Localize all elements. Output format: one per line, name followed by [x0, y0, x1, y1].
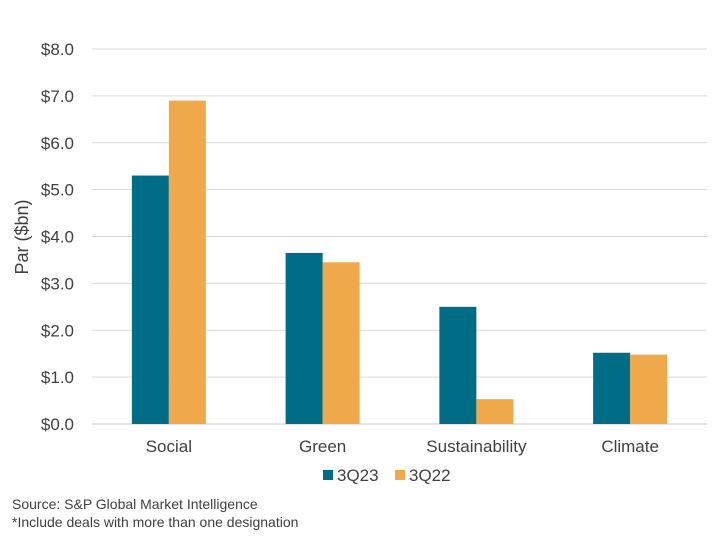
bar-3q22-sustainability [476, 399, 514, 424]
legend-label: 3Q22 [409, 466, 451, 485]
legend-swatch [395, 470, 405, 480]
y-tick-label: $0.0 [41, 415, 74, 434]
y-axis-title: Par ($bn) [12, 199, 32, 274]
y-tick-label: $5.0 [41, 181, 74, 200]
bar-3q23-sustainability [439, 306, 477, 424]
bar-3q22-social [168, 100, 206, 424]
y-tick-label: $6.0 [41, 134, 74, 153]
y-axis-ticks: $0.0 $1.0 $2.0 $3.0 $4.0 $5.0 $6.0 $7.0 $8.0 [41, 40, 74, 434]
footnote: *Include deals with more than one design… [12, 514, 299, 530]
y-tick-label: $2.0 [41, 321, 74, 340]
legend-swatch [323, 470, 333, 480]
y-tick-label: $4.0 [41, 228, 74, 247]
legend-label: 3Q23 [337, 466, 379, 485]
source-note: Source: S&P Global Market Intelligence [12, 496, 258, 512]
x-category-label: Social [146, 437, 192, 456]
bar-3q23-social [131, 175, 169, 424]
chart-notes: Source: S&P Global Market Intelligence *… [12, 495, 298, 531]
x-axis-categories: Social Green Sustainability Climate [146, 437, 659, 456]
y-tick-label: $1.0 [41, 368, 74, 387]
legend: 3Q23 3Q22 [323, 466, 451, 485]
bar-3q23-green [285, 252, 323, 424]
bar-3q23-climate [593, 352, 631, 424]
y-tick-label: $3.0 [41, 274, 74, 293]
x-category-label: Sustainability [426, 437, 527, 456]
y-tick-label: $8.0 [41, 40, 74, 59]
bar-3q22-green [322, 262, 360, 424]
bar-chart: $0.0 $1.0 $2.0 $3.0 $4.0 $5.0 $6.0 $7.0 $8.0 Soc… [12, 40, 707, 485]
bar-3q22-climate [630, 354, 668, 424]
y-tick-label: $7.0 [41, 87, 74, 106]
x-category-label: Climate [601, 437, 659, 456]
bars [131, 100, 668, 424]
x-category-label: Green [299, 437, 346, 456]
